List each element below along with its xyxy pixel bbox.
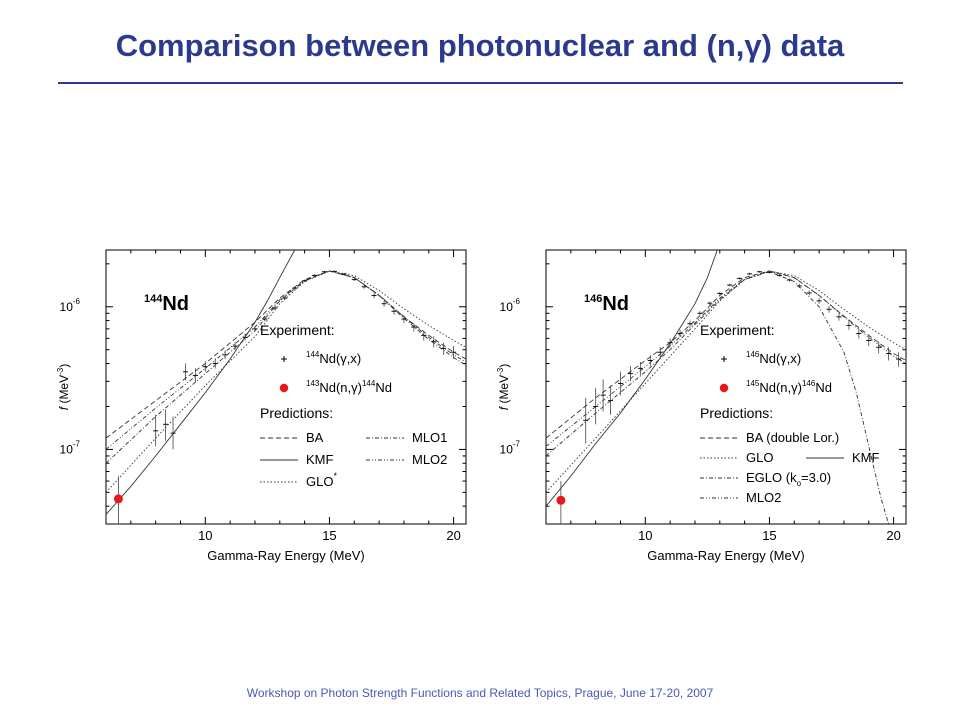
curve-glo (546, 270, 906, 493)
legend-prediction-entry: EGLO (ko=3.0) (746, 470, 831, 488)
nucleus-label: 144Nd (144, 293, 189, 315)
curves-group (106, 250, 466, 515)
curve-mlo2 (546, 270, 906, 447)
legend-experiment-entry: 144Nd(γ,x) (306, 350, 361, 366)
capture-point (556, 495, 566, 505)
legend-experiment-entry: 145Nd(n,γ)146Nd (746, 379, 832, 395)
plot-frame (105, 249, 467, 525)
y-tick-label: 10-7 (60, 439, 81, 456)
legend-experiment-title: Experiment: (700, 322, 775, 338)
legend-dot-marker (719, 383, 729, 393)
legend-experiment-entry: 146Nd(γ,x) (746, 350, 801, 366)
legend-prediction-entry: KMF (306, 452, 334, 467)
legend-prediction-entry: GLO* (306, 471, 337, 489)
legend-predictions-title: Predictions: (260, 405, 333, 421)
x-axis-label: Gamma-Ray Energy (MeV) (647, 548, 804, 563)
y-axis-label: f (MeV-3) (56, 364, 71, 410)
x-tick-label: 10 (198, 528, 212, 543)
legend-dot-marker (279, 383, 289, 393)
x-tick-label: 15 (322, 528, 336, 543)
plot-frame (545, 249, 907, 525)
footer-text: Workshop on Photon Strength Functions an… (246, 686, 714, 700)
y-tick-label: 10-6 (500, 297, 521, 314)
legend-prediction-entry: KMF (852, 450, 880, 465)
x-tick-label: 10 (638, 528, 652, 543)
chart-144nd: 10 15 20 10-7 10-6 Gamma-Ray Energy (MeV) f (M… (56, 249, 467, 563)
legend-prediction-entry: MLO1 (412, 430, 447, 445)
chart-panel-144nd: 10 15 20 10-7 10-6 Gamma-Ray Energy (MeV) f (M… (48, 228, 473, 583)
slide-title: Comparison between photonuclear and (n,γ… (115, 28, 845, 63)
y-tick-label: 10-7 (500, 439, 521, 456)
legend-prediction-entry: MLO2 (746, 490, 781, 505)
legend-prediction-entry: BA (double Lor.) (746, 430, 839, 445)
y-tick-label: 10-6 (60, 297, 81, 314)
legend-prediction-entry: GLO (746, 450, 773, 465)
curves-group (546, 250, 906, 524)
curve-ba-double-lor (546, 270, 906, 439)
legend-prediction-entry: MLO2 (412, 452, 447, 467)
capture-point (113, 494, 123, 504)
x-axis-label: Gamma-Ray Energy (MeV) (207, 548, 364, 563)
curve-eglo-ko-3-0 (546, 271, 890, 524)
curve-glo (106, 270, 466, 493)
chart-146nd: 10 15 20 10-7 10-6 Gamma-Ray Energy (MeV) f (M… (496, 249, 907, 563)
legend-experiment-title: Experiment: (260, 322, 335, 338)
y-axis-label: f (MeV-3) (496, 364, 511, 410)
curve-mlo2 (106, 270, 466, 450)
nucleus-label: 146Nd (584, 293, 629, 315)
x-tick-label: 20 (886, 528, 900, 543)
x-tick-label: 20 (446, 528, 460, 543)
legend-prediction-entry: BA (306, 430, 324, 445)
curve-kmf (546, 250, 718, 507)
title-divider (58, 82, 903, 84)
legend-experiment-entry: 143Nd(n,γ)144Nd (306, 379, 392, 395)
curve-kmf (106, 250, 296, 515)
x-tick-label: 15 (762, 528, 776, 543)
chart-panel-146nd: 10 15 20 10-7 10-6 Gamma-Ray Energy (MeV) f (M… (488, 228, 913, 583)
legend-predictions-title: Predictions: (700, 405, 773, 421)
